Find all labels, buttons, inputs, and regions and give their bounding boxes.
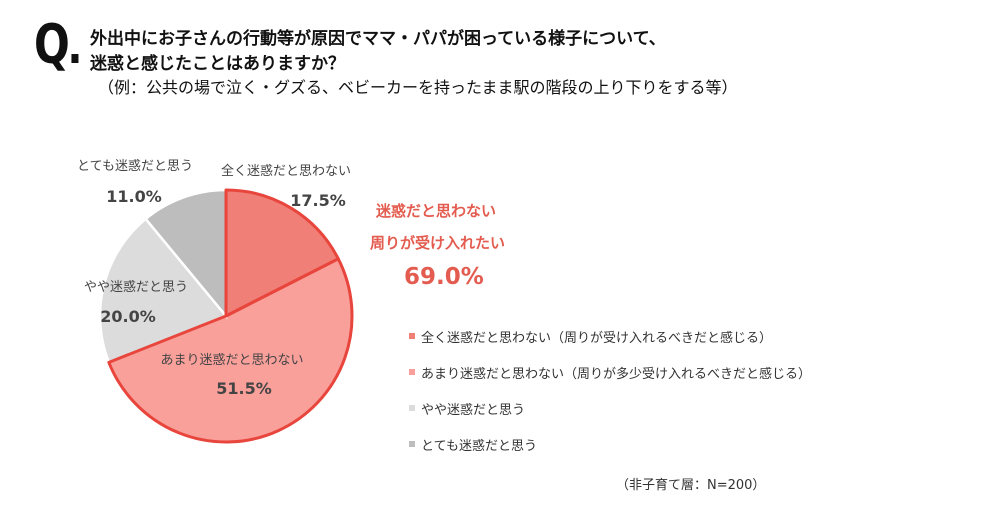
legend-swatch xyxy=(409,405,415,411)
question-title-line1: 外出中にお子さんの行動等が原因でママ・パパが困っている様子について、 xyxy=(90,29,666,49)
legend-item: 全く迷惑だと思わない（周りが受け入れるべきだと感じる） xyxy=(409,326,811,346)
slice-label: あまり迷惑だと思わない xyxy=(160,352,303,368)
sample-footnote: （非子育て層：N=200） xyxy=(616,478,766,493)
legend-item: とても迷惑だと思う xyxy=(409,434,811,454)
legend-swatch xyxy=(409,333,415,339)
slice-value-label: 51.5% xyxy=(216,379,272,398)
highlight-outline xyxy=(107,257,354,444)
legend-item: やや迷惑だと思う xyxy=(409,398,811,418)
legend-label: とても迷惑だと思う xyxy=(421,438,537,454)
question-title-line2: 迷惑と感じたことはありますか？ xyxy=(90,54,345,74)
legend-label: あまり迷惑だと思わない（周りが多少受け入れるべきだと感じる） xyxy=(421,366,812,382)
legend-swatch xyxy=(409,441,415,447)
slice-label: 全く迷惑だと思わない xyxy=(221,163,351,179)
slice-value-label: 20.0% xyxy=(100,307,156,326)
legend-swatch xyxy=(409,369,415,375)
pie-slice xyxy=(98,217,229,365)
highlight-outline xyxy=(224,188,340,318)
callout-line1: 迷惑だと思わない xyxy=(376,202,497,220)
question-mark-logo: Q xyxy=(34,18,79,72)
slice-value-label: 17.5% xyxy=(290,191,346,210)
legend-label: 全く迷惑だと思わない（周りが受け入れるべきだと感じる） xyxy=(421,330,773,346)
pie-labels: 全く迷惑だと思わない 17.5% あまり迷惑だと思わない 51.5% やや迷惑だと思う 2… xyxy=(77,158,351,398)
slice-value-label: 11.0% xyxy=(106,187,162,206)
question-example: （例：公共の場で泣く・グズる、ベビーカーを持ったまま駅の階段の上り下りをする等） xyxy=(98,78,738,97)
legend-item: あまり迷惑だと思わない（周りが多少受け入れるべきだと感じる） xyxy=(409,362,811,382)
callout-value: 69.0% xyxy=(404,264,484,290)
pie-slices xyxy=(98,188,354,444)
slice-label: とても迷惑だと思う xyxy=(77,158,193,174)
pie-slice xyxy=(143,188,228,320)
callout-line2: 周りが受け入れたい xyxy=(370,234,506,252)
chart-legend: 全く迷惑だと思わない（周りが受け入れるべきだと感じる） あまり迷惑だと思わない（周… xyxy=(409,326,811,470)
legend-label: やや迷惑だと思う xyxy=(421,402,526,418)
slice-label: やや迷惑だと思う xyxy=(84,279,188,295)
